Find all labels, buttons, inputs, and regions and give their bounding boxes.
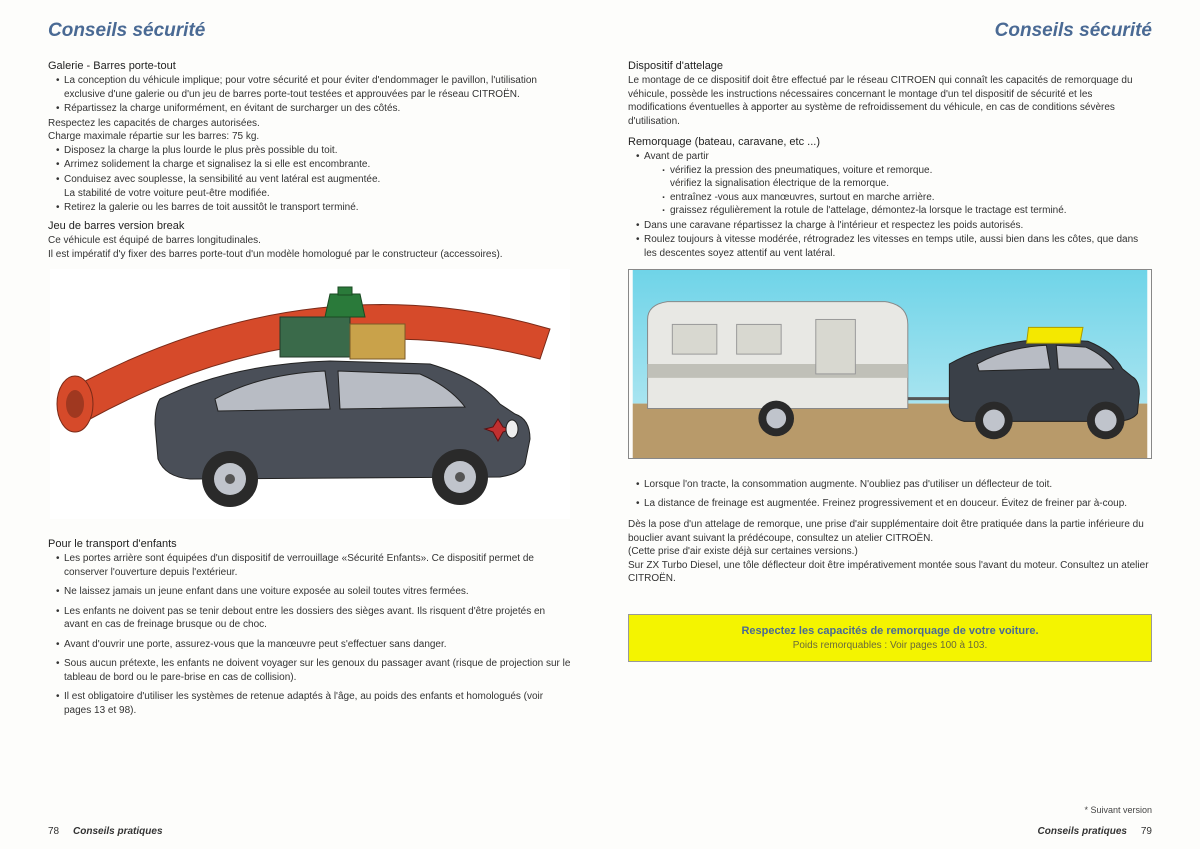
page-title-right: Conseils sécurité [628, 20, 1152, 42]
page-number: 78 [48, 826, 59, 837]
list-item: Les portes arrière sont équipées d'un di… [56, 552, 572, 579]
footnote: * Suivant version [1084, 805, 1152, 815]
warning-line1: Respectez les capacités de remorquage de… [647, 625, 1133, 637]
text-line: Il est impératif d'y fixer des barres po… [48, 248, 572, 262]
text-line: La stabilité de votre voiture peut-être … [48, 187, 572, 201]
galerie-list: La conception du véhicule implique; pour… [48, 74, 572, 116]
text-line: Ce véhicule est équipé de barres longitu… [48, 234, 572, 248]
text-para: Dès la pose d'un attelage de remorque, u… [628, 518, 1152, 545]
footer-left: 78 Conseils pratiques [48, 826, 163, 837]
text-para: Sur ZX Turbo Diesel, une tôle déflecteur… [628, 559, 1152, 586]
illustration-car-caravan [628, 269, 1152, 459]
galerie-list-3: Retirez la galerie ou les barres de toit… [48, 201, 572, 215]
list-item: Avant de partir vérifiez la pression des… [636, 150, 1152, 218]
illustration-car-roofload [48, 269, 572, 519]
list-item: Il est obligatoire d'utiliser les systèm… [56, 690, 572, 717]
sub-item: vérifiez la pression des pneumatiques, v… [662, 164, 1152, 178]
sub-item: vérifiez la signalisation électrique de … [644, 177, 1152, 191]
galerie-list-2: Disposez la charge la plus lourde le plu… [48, 144, 572, 187]
page-right: Conseils sécurité Dispositif d'attelage … [600, 0, 1200, 849]
footer-right: Conseils pratiques 79 [1038, 826, 1153, 837]
list-item: Retirez la galerie ou les barres de toit… [56, 201, 572, 215]
list-item: Avant d'ouvrir une porte, assurez-vous q… [56, 638, 572, 652]
page-title-left: Conseils sécurité [48, 20, 572, 42]
text-para: Le montage de ce dispositif doit être ef… [628, 74, 1152, 128]
list-item: Répartissez la charge uniformément, en é… [56, 102, 572, 116]
list-item: La distance de freinage est augmentée. F… [636, 497, 1152, 511]
warning-line2: Poids remorquables : Voir pages 100 à 10… [647, 640, 1133, 651]
sub-item: entraînez -vous aux manœuvres, surtout e… [662, 191, 1152, 205]
list-item: La conception du véhicule implique; pour… [56, 74, 572, 101]
section-enfants-head: Pour le transport d'enfants [48, 538, 572, 550]
text-para: (Cette prise d'air existe déjà sur certa… [628, 545, 1152, 559]
text-line: Charge maximale répartie sur les barres:… [48, 130, 572, 144]
list-item: Roulez toujours à vitesse modérée, rétro… [636, 233, 1152, 260]
section-break-head: Jeu de barres version break [48, 220, 572, 232]
list-item: Sous aucun prétexte, les enfants ne doiv… [56, 657, 572, 684]
list-item: Les enfants ne doivent pas se tenir debo… [56, 605, 572, 632]
section-remorquage-head: Remorquage (bateau, caravane, etc ...) [628, 136, 1152, 148]
list-item: Disposez la charge la plus lourde le plu… [56, 144, 572, 158]
warning-box: Respectez les capacités de remorquage de… [628, 614, 1152, 662]
page-number: 79 [1141, 826, 1152, 837]
sub-item: graissez régulièrement la rotule de l'at… [662, 204, 1152, 218]
list-item: Arrimez solidement la charge et signalis… [56, 158, 572, 172]
list-item: Conduisez avec souplesse, la sensibilité… [56, 173, 572, 187]
section-attelage-head: Dispositif d'attelage [628, 60, 1152, 72]
text-line: Avant de partir [644, 151, 709, 162]
remorquage-list: Avant de partir vérifiez la pression des… [628, 150, 1152, 260]
list-item: Lorsque l'on tracte, la consommation aug… [636, 478, 1152, 492]
footer-label: Conseils pratiques [1038, 826, 1127, 837]
footer-label: Conseils pratiques [73, 826, 162, 837]
enfants-list: Les portes arrière sont équipées d'un di… [48, 552, 572, 717]
page-left: Conseils sécurité Galerie - Barres porte… [0, 0, 600, 849]
after-illus-list: Lorsque l'on tracte, la consommation aug… [628, 478, 1152, 510]
text-line: Respectez les capacités de charges autor… [48, 117, 572, 131]
list-item: Dans une caravane répartissez la charge … [636, 219, 1152, 233]
list-item: Ne laissez jamais un jeune enfant dans u… [56, 585, 572, 599]
section-galerie-head: Galerie - Barres porte-tout [48, 60, 572, 72]
